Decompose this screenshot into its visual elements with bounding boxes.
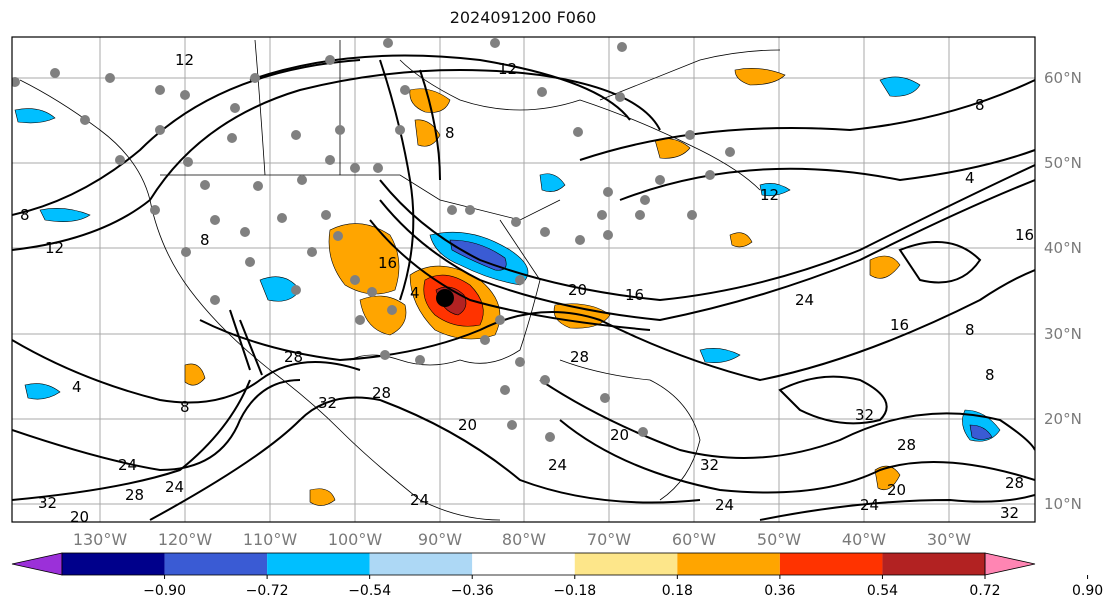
chart-title: 2024091200 F060	[449, 8, 597, 27]
contour-label: 8	[200, 231, 210, 249]
colorbar-tick-label: −0.54	[348, 583, 391, 599]
contour-label: 24	[548, 456, 567, 474]
contour-lines	[12, 54, 1035, 521]
contour-label: 20	[568, 281, 587, 299]
contour-label: 8	[180, 398, 190, 416]
colorbar-segment	[574, 553, 678, 575]
contour-label: 24	[165, 478, 184, 496]
colorbar-tick-label: −0.36	[451, 583, 494, 599]
lat-label: 60°N	[1044, 69, 1082, 87]
contour-label: 12	[498, 60, 517, 78]
storm-center-marker	[436, 289, 454, 307]
contour-label: 16	[1015, 226, 1034, 244]
colorbar-segment	[779, 553, 883, 575]
lon-label: 80°W	[502, 530, 546, 549]
colorbar-tick-label: −0.72	[246, 583, 289, 599]
contour-label: 24	[410, 491, 429, 509]
contour-label: 24	[715, 496, 734, 514]
contour-label: 20	[887, 481, 906, 499]
lon-label: 50°W	[757, 530, 801, 549]
contour-label: 16	[625, 286, 644, 304]
lon-label: 60°W	[672, 530, 716, 549]
contour-label: 4	[965, 169, 975, 187]
colorbar-segment	[882, 553, 985, 575]
graticule	[12, 37, 1035, 522]
lat-label: 30°N	[1044, 325, 1082, 343]
contour-label: 20	[70, 508, 89, 526]
lon-label: 40°W	[842, 530, 886, 549]
contour-label: 12	[760, 186, 779, 204]
colorbar-tick-label: 0.36	[764, 583, 795, 599]
contour-label: 28	[284, 348, 303, 366]
colorbar-segment	[369, 553, 473, 575]
contour-label: 32	[855, 406, 874, 424]
contour-label: 28	[897, 436, 916, 454]
lat-label: 20°N	[1044, 410, 1082, 428]
contour-label: 28	[1005, 474, 1024, 492]
colorbar-tick-label: 0.90	[1072, 583, 1103, 599]
lon-label: 30°W	[927, 530, 971, 549]
map-frame	[11, 36, 1036, 523]
colorbar: −0.90 −0.72 −0.54 −0.36 −0.18 0.18 0.36 0.54 0.7…	[11, 552, 1103, 599]
colorbar-segment	[267, 553, 370, 575]
lon-label: 110°W	[243, 530, 298, 549]
colorbar-extend-high	[984, 552, 1036, 576]
latitude-labels: 60°N 50°N 40°N 30°N 20°N 10°N	[1044, 69, 1082, 513]
contour-label: 16	[890, 316, 909, 334]
colorbar-tick-label: 0.18	[662, 583, 693, 599]
contour-label: 32	[38, 494, 57, 512]
contour-label: 8	[965, 321, 975, 339]
contour-label: 4	[72, 378, 82, 396]
colorbar-segment	[677, 553, 780, 575]
lat-label: 50°N	[1044, 154, 1082, 172]
contour-label: 24	[795, 291, 814, 309]
station-markers	[12, 38, 735, 442]
colorbar-segment	[164, 553, 268, 575]
contour-label: 28	[570, 348, 589, 366]
contour-label: 32	[700, 456, 719, 474]
contour-label: 8	[985, 366, 995, 384]
lon-label: 90°W	[418, 530, 462, 549]
colorbar-outline	[61, 552, 986, 576]
contour-label: 20	[458, 416, 477, 434]
contour-label: 16	[378, 254, 397, 272]
contour-label: 8	[975, 96, 985, 114]
colorbar-tick-label: 0.54	[867, 583, 898, 599]
contour-label-group: 12 12 8 8 8 12 4 16 20 16 24 28 32 8 4 2…	[20, 51, 1034, 526]
lon-label: 120°W	[158, 530, 213, 549]
lat-label: 40°N	[1044, 239, 1082, 257]
contour-label: 28	[372, 384, 391, 402]
contour-label: 28	[125, 486, 144, 504]
contour-label: 12	[45, 239, 64, 257]
colorbar-segment	[472, 553, 575, 575]
lon-label: 70°W	[587, 530, 631, 549]
contour-label: 20	[610, 426, 629, 444]
colorbar-segment	[62, 553, 165, 575]
contour-label: 24	[860, 496, 879, 514]
contour-label: 4	[410, 284, 420, 302]
contour-label: 32	[318, 394, 337, 412]
colorbar-extend-low	[11, 552, 63, 576]
colorbar-tick-label: −0.18	[553, 583, 596, 599]
longitude-labels: 130°W 120°W 110°W 100°W 90°W 80°W 70°W 6…	[73, 530, 971, 549]
contour-label: 32	[1000, 504, 1019, 522]
contour-label: 8	[20, 206, 30, 224]
lon-label: 130°W	[73, 530, 128, 549]
contour-label: 24	[118, 456, 137, 474]
lat-label: 10°N	[1044, 495, 1082, 513]
lon-label: 100°W	[328, 530, 383, 549]
colorbar-tick-label: 0.72	[969, 583, 1000, 599]
contour-label: 12	[175, 51, 194, 69]
colorbar-tick-label: −0.90	[143, 583, 186, 599]
contour-label: 8	[445, 124, 455, 142]
coastlines	[19, 39, 781, 521]
